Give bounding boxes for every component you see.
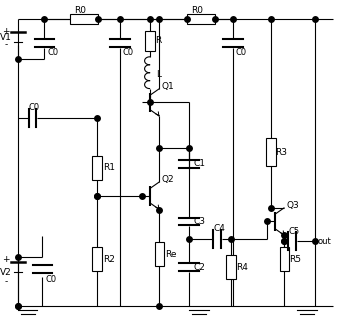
Bar xyxy=(92,156,102,180)
Text: +: + xyxy=(2,27,10,36)
Bar xyxy=(70,14,98,24)
Text: Re: Re xyxy=(165,250,177,259)
Text: C0: C0 xyxy=(236,49,247,57)
Text: R4: R4 xyxy=(236,262,248,272)
Text: R: R xyxy=(155,36,162,45)
Bar xyxy=(92,247,102,271)
Text: C5: C5 xyxy=(288,227,299,236)
Text: R2: R2 xyxy=(103,255,115,264)
Bar xyxy=(280,247,290,271)
Text: R1: R1 xyxy=(103,164,115,172)
Text: C0: C0 xyxy=(123,49,134,57)
Text: V1: V1 xyxy=(0,34,12,42)
Text: C3: C3 xyxy=(193,217,205,226)
Text: out: out xyxy=(317,237,331,246)
Bar xyxy=(154,242,164,266)
Text: Q1: Q1 xyxy=(162,82,174,91)
Text: R3: R3 xyxy=(276,147,287,157)
Text: C0: C0 xyxy=(45,275,57,283)
Text: C1: C1 xyxy=(193,159,205,168)
Text: Q2: Q2 xyxy=(162,175,174,184)
Text: L: L xyxy=(157,70,162,79)
Bar xyxy=(187,14,215,24)
Bar xyxy=(226,255,236,279)
Text: Q3: Q3 xyxy=(286,201,299,210)
Text: +: + xyxy=(2,255,10,264)
Text: R0: R0 xyxy=(74,6,86,15)
Text: C4: C4 xyxy=(213,224,225,233)
Text: C2: C2 xyxy=(193,262,205,272)
Text: R0: R0 xyxy=(191,6,203,15)
Text: C0: C0 xyxy=(29,103,40,112)
Bar xyxy=(145,31,154,51)
Text: V2: V2 xyxy=(0,268,12,276)
Text: -: - xyxy=(4,277,8,287)
Bar xyxy=(266,138,276,166)
Text: C0: C0 xyxy=(47,49,59,57)
Text: R5: R5 xyxy=(290,255,301,264)
Text: -: - xyxy=(4,41,8,49)
